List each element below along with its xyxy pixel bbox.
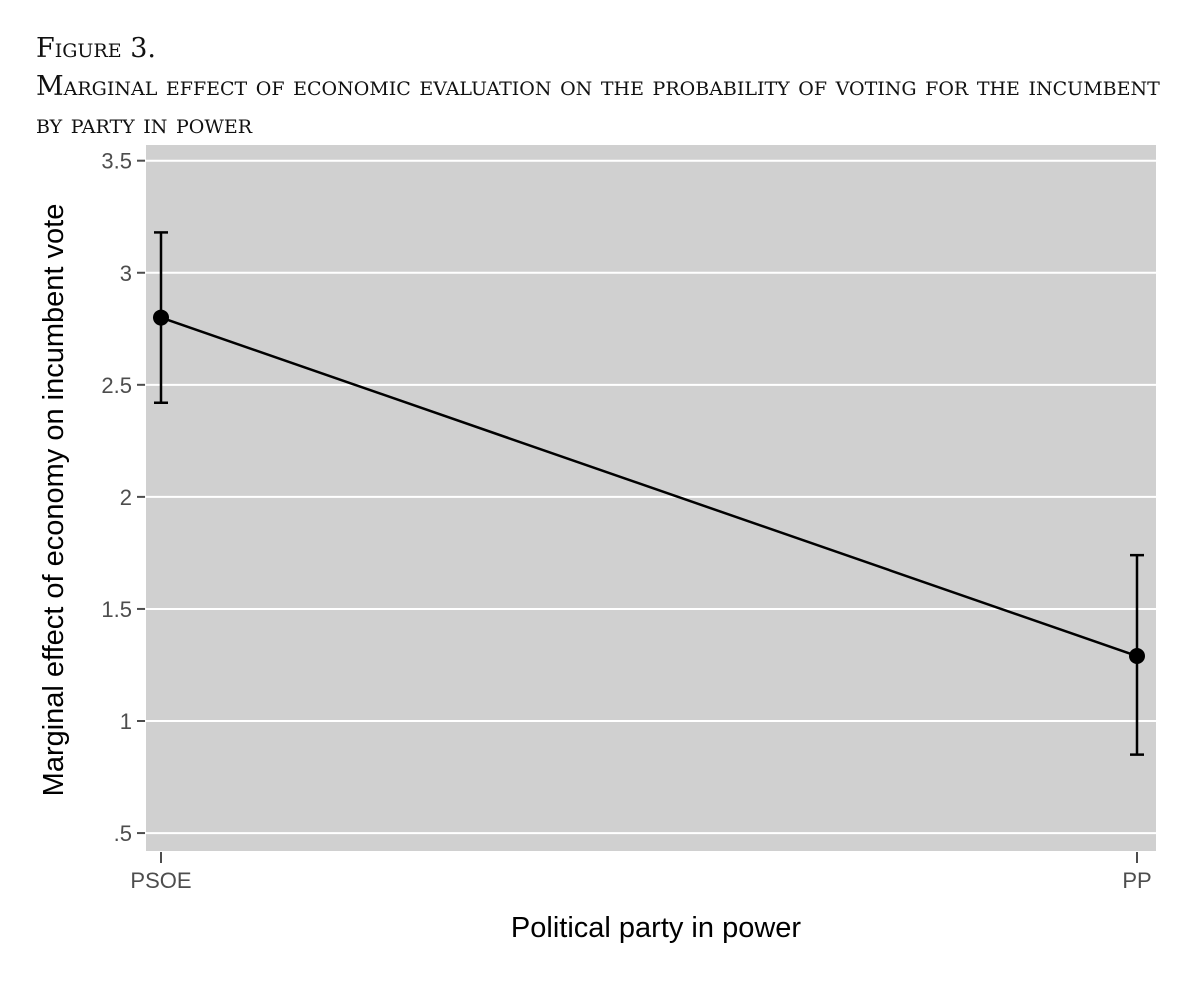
figure-caption: Figure 3. Marginal effect of economic ev…: [36, 30, 1176, 144]
y-tick-label: .5: [114, 821, 132, 846]
y-tick-label: 1: [120, 709, 132, 734]
y-tick-label: 2.5: [101, 373, 132, 398]
figure-label: Figure 3.: [36, 33, 156, 64]
y-axis-title: Marginal effect of economy on incumbent …: [38, 204, 70, 797]
plot-panel: [146, 145, 1156, 851]
figure-title: Marginal effect of economic evaluation o…: [36, 71, 1160, 140]
y-tick-label: 2: [120, 485, 132, 510]
y-tick-label: 3.5: [101, 149, 132, 174]
x-tick-label: PSOE: [130, 868, 191, 893]
y-tick-label: 3: [120, 261, 132, 286]
data-point: [1129, 648, 1145, 665]
x-axis: PSOE PP: [130, 852, 1152, 893]
x-axis-title: Political party in power: [511, 912, 801, 944]
x-tick-label: PP: [1122, 868, 1151, 893]
y-axis: .5 1 1.5 2 2.5 3 3.5: [101, 149, 145, 846]
data-point: [153, 309, 169, 326]
series-line: [160, 316, 1138, 658]
grid-lines: [146, 159, 1156, 835]
series-layer: [153, 231, 1145, 756]
y-tick-label: 1.5: [101, 597, 132, 622]
